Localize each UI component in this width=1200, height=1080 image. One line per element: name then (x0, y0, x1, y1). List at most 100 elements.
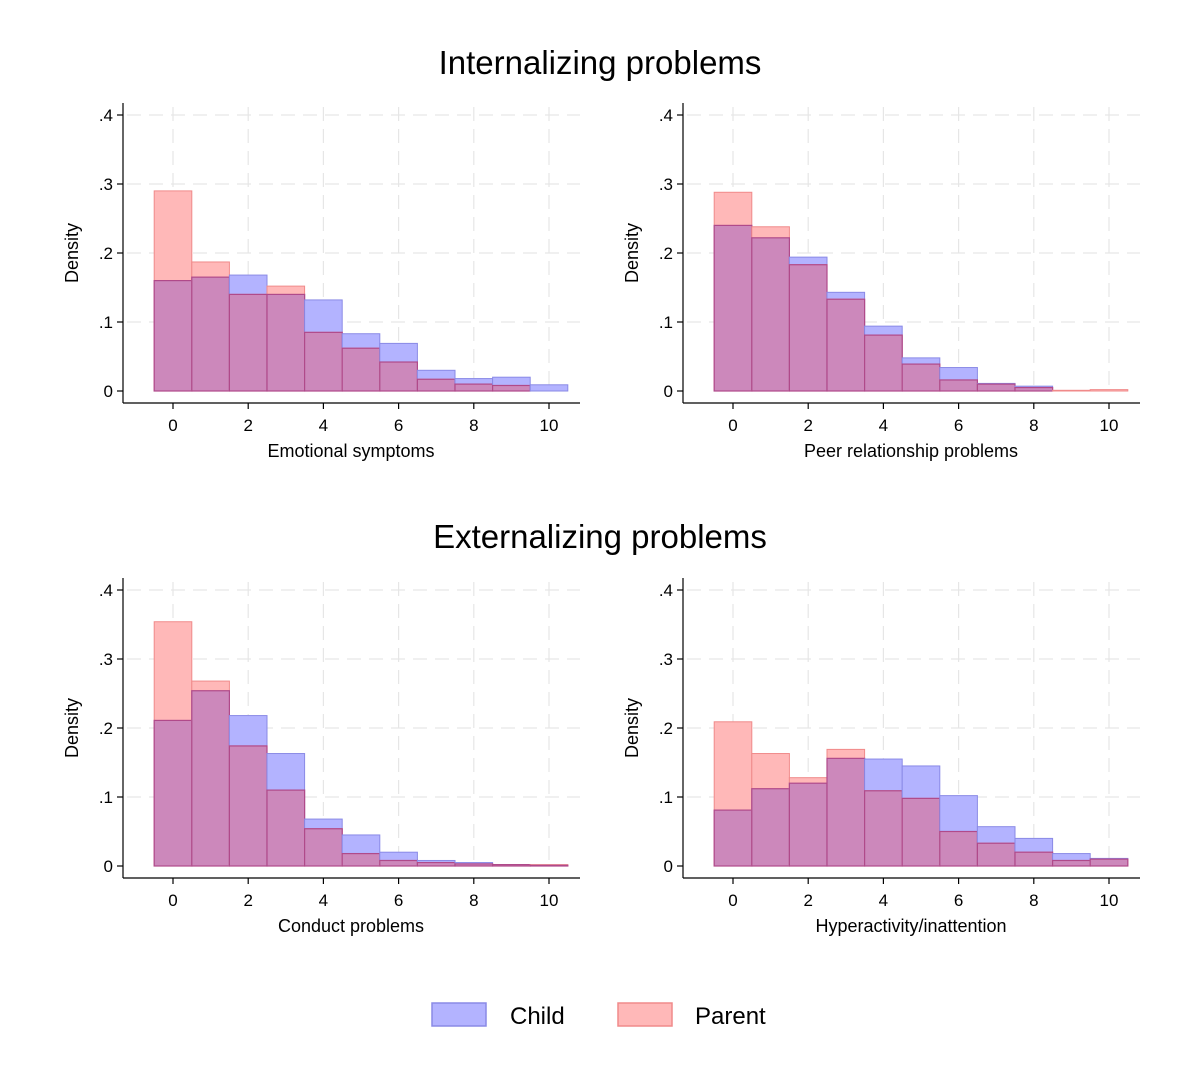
x-tick-label: 6 (394, 416, 403, 435)
bar-overlap (788, 264, 828, 392)
panel-hyperactivity-inattention: 0 .1 .2 .3 .4 0 2 4 6 8 10 Hyperactivity/inattentio… (622, 578, 1140, 936)
x-tick-label: 10 (1100, 416, 1119, 435)
section-title-externalizing: Externalizing problems (433, 518, 767, 555)
x-tick-label: 8 (469, 891, 478, 910)
x-tick-label: 8 (1029, 891, 1038, 910)
bar-overlap (341, 852, 381, 867)
y-tick-label: .2 (659, 719, 673, 738)
bar-overlap (939, 379, 978, 392)
x-tick-label: 4 (879, 416, 888, 435)
x-tick-label: 0 (728, 416, 737, 435)
x-axis-title: Peer relationship problems (804, 441, 1018, 461)
bar-overlap (492, 384, 531, 392)
bar-overlap (153, 719, 193, 867)
bar-overlap (863, 334, 903, 392)
bar-child (529, 384, 569, 392)
y-tick-label: .4 (99, 581, 113, 600)
y-tick-label: 0 (664, 857, 673, 876)
bar-overlap (826, 298, 866, 392)
bar-overlap (454, 383, 494, 392)
x-tick-label: 10 (540, 416, 559, 435)
y-axis-title: Density (622, 698, 642, 758)
x-tick-label: 10 (1100, 891, 1119, 910)
bar-overlap (863, 790, 903, 867)
y-tick-label: .4 (659, 106, 673, 125)
bar-overlap (751, 788, 790, 867)
x-tick-label: 6 (954, 891, 963, 910)
bar-overlap (228, 293, 268, 392)
bar-overlap (304, 828, 343, 867)
bar-overlap (454, 863, 494, 867)
y-tick-label: 0 (664, 382, 673, 401)
x-tick-label: 0 (168, 416, 177, 435)
y-tick-label: .1 (99, 788, 113, 807)
bar-overlap (1051, 859, 1091, 867)
panel-emotional-symptoms: 0 .1 .2 .3 .4 0 2 4 6 8 10 Emotional symptoms Densit… (62, 103, 580, 461)
y-tick-label: .1 (659, 313, 673, 332)
bar-overlap (379, 361, 418, 392)
bar-overlap (304, 331, 343, 392)
y-tick-label: .4 (659, 581, 673, 600)
panel-peer-relationship-problems: 0 .1 .2 .3 .4 0 2 4 6 8 10 Peer relationship proble… (622, 103, 1140, 461)
bar-overlap (901, 363, 941, 392)
y-tick-label: .4 (99, 106, 113, 125)
x-tick-label: 2 (803, 891, 812, 910)
bar-overlap (416, 861, 456, 867)
y-tick-label: .1 (659, 788, 673, 807)
x-tick-label: 4 (319, 416, 328, 435)
y-tick-label: .2 (659, 244, 673, 263)
bar-overlap (416, 378, 456, 392)
y-tick-label: .3 (99, 650, 113, 669)
bar-overlap (341, 347, 381, 392)
y-axis-title: Density (62, 223, 82, 283)
bar-overlap (976, 383, 1016, 392)
bar-overlap (976, 842, 1016, 867)
x-tick-label: 6 (954, 416, 963, 435)
bar-overlap (901, 797, 941, 867)
x-tick-label: 10 (540, 891, 559, 910)
bar-overlap (1014, 386, 1054, 392)
x-tick-label: 6 (394, 891, 403, 910)
bar-overlap (379, 859, 418, 867)
x-tick-label: 2 (243, 891, 252, 910)
bar-overlap (1089, 858, 1129, 867)
bar-overlap (266, 293, 306, 392)
x-tick-label: 2 (243, 416, 252, 435)
legend-swatch-child (431, 1002, 487, 1027)
x-tick-label: 8 (1029, 416, 1038, 435)
x-axis-title: Emotional symptoms (267, 441, 434, 461)
x-axis-title: Conduct problems (278, 916, 424, 936)
x-tick-label: 4 (319, 891, 328, 910)
x-tick-label: 0 (728, 891, 737, 910)
x-tick-label: 0 (168, 891, 177, 910)
y-tick-label: .1 (99, 313, 113, 332)
bar-overlap (153, 280, 193, 392)
y-tick-label: .3 (659, 175, 673, 194)
y-tick-label: 0 (104, 857, 113, 876)
y-tick-label: .3 (659, 650, 673, 669)
legend: Child Parent (431, 1002, 766, 1030)
legend-label-parent: Parent (695, 1003, 766, 1030)
bar-overlap (529, 864, 569, 867)
y-axis-title: Density (622, 223, 642, 283)
legend-swatch-parent (617, 1002, 673, 1027)
panel-conduct-problems: 0 .1 .2 .3 .4 0 2 4 6 8 10 Conduct problems Density (62, 578, 580, 936)
bar-overlap (788, 782, 828, 867)
section-title-internalizing: Internalizing problems (439, 44, 762, 81)
bar-overlap (939, 830, 978, 867)
y-tick-label: .2 (99, 244, 113, 263)
x-axis-title: Hyperactivity/inattention (815, 916, 1006, 936)
x-tick-label: 2 (803, 416, 812, 435)
bar-parent (1089, 389, 1129, 392)
bar-overlap (266, 789, 306, 867)
bar-overlap (751, 237, 790, 392)
bar-overlap (228, 745, 268, 867)
bar-overlap (826, 757, 866, 867)
legend-label-child: Child (510, 1003, 565, 1030)
x-tick-label: 8 (469, 416, 478, 435)
bar-overlap (492, 864, 531, 867)
bar-overlap (713, 809, 753, 867)
bar-parent (1052, 389, 1091, 392)
